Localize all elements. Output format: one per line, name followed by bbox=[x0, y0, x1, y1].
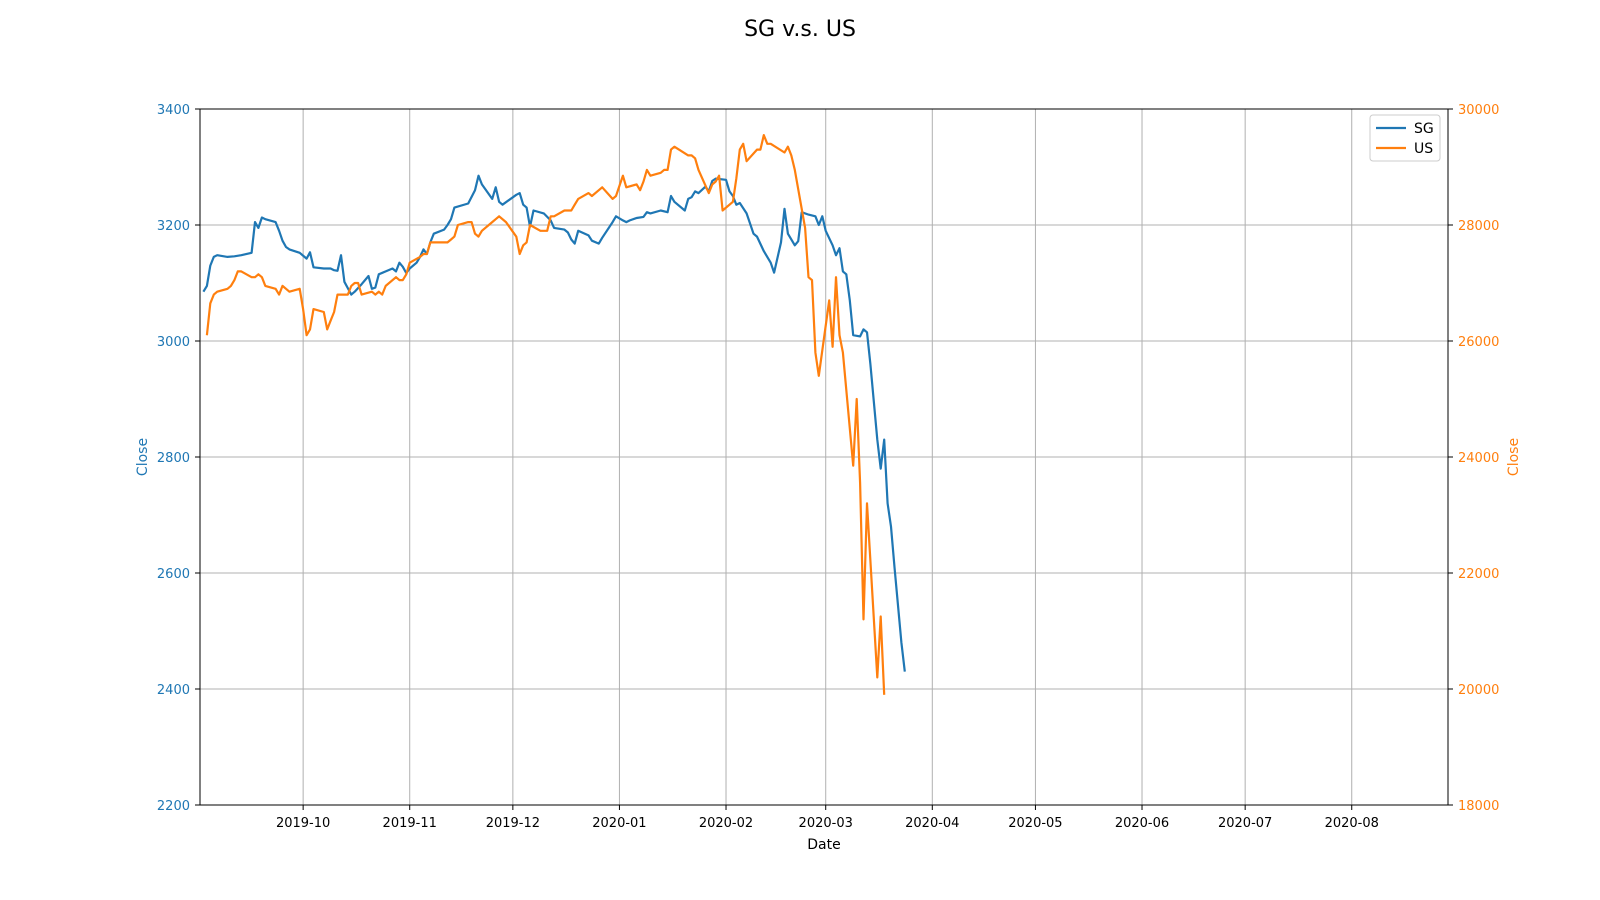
legend-label: SG bbox=[1414, 121, 1434, 137]
x-tick-label: 2020-02 bbox=[699, 816, 753, 831]
series-line-us bbox=[205, 134, 886, 695]
y-right-tick-label: 30000 bbox=[1458, 103, 1499, 118]
series-lines bbox=[202, 134, 906, 695]
chart-title: SG v.s. US bbox=[744, 17, 856, 42]
x-axis-label: Date bbox=[807, 837, 840, 853]
series-line-sg bbox=[202, 174, 906, 672]
legend: SG US bbox=[1369, 114, 1441, 162]
x-tick-label: 2019-12 bbox=[486, 816, 540, 831]
y-right-tick-label: 18000 bbox=[1458, 799, 1499, 814]
x-axis: 2019-10 2019-11 2019-12 2020-01 2020-02 2020-… bbox=[276, 805, 1379, 831]
y-left-tick-label: 2600 bbox=[157, 567, 190, 582]
y-axis-left-label: Close bbox=[135, 438, 151, 476]
y-left-tick-label: 2200 bbox=[157, 799, 190, 814]
y-left-tick-label: 3000 bbox=[157, 335, 190, 350]
y-right-tick-label: 28000 bbox=[1458, 219, 1499, 234]
x-tick-label: 2020-04 bbox=[905, 816, 959, 831]
x-tick-label: 2020-08 bbox=[1325, 816, 1379, 831]
y-axis-right: 18000 20000 22000 24000 26000 28000 30000 bbox=[1448, 103, 1499, 814]
x-tick-label: 2020-05 bbox=[1008, 816, 1062, 831]
y-left-tick-label: 3200 bbox=[157, 219, 190, 234]
y-axis-right-label: Close bbox=[1506, 438, 1522, 476]
x-tick-label: 2020-03 bbox=[799, 816, 853, 831]
y-axis-left: 2200 2400 2600 2800 3000 3200 3400 bbox=[157, 103, 200, 814]
y-right-tick-label: 22000 bbox=[1458, 567, 1499, 582]
y-right-tick-label: 20000 bbox=[1458, 683, 1499, 698]
x-tick-label: 2020-01 bbox=[592, 816, 646, 831]
legend-box bbox=[1369, 114, 1441, 162]
y-right-tick-label: 26000 bbox=[1458, 335, 1499, 350]
x-tick-label: 2019-10 bbox=[276, 816, 330, 831]
y-left-tick-label: 3400 bbox=[157, 103, 190, 118]
y-right-tick-label: 24000 bbox=[1458, 451, 1499, 466]
y-left-tick-label: 2400 bbox=[157, 683, 190, 698]
y-left-tick-label: 2800 bbox=[157, 451, 190, 466]
x-tick-label: 2020-07 bbox=[1218, 816, 1272, 831]
legend-label: US bbox=[1414, 141, 1433, 157]
x-tick-label: 2019-11 bbox=[383, 816, 437, 831]
x-tick-label: 2020-06 bbox=[1115, 816, 1169, 831]
